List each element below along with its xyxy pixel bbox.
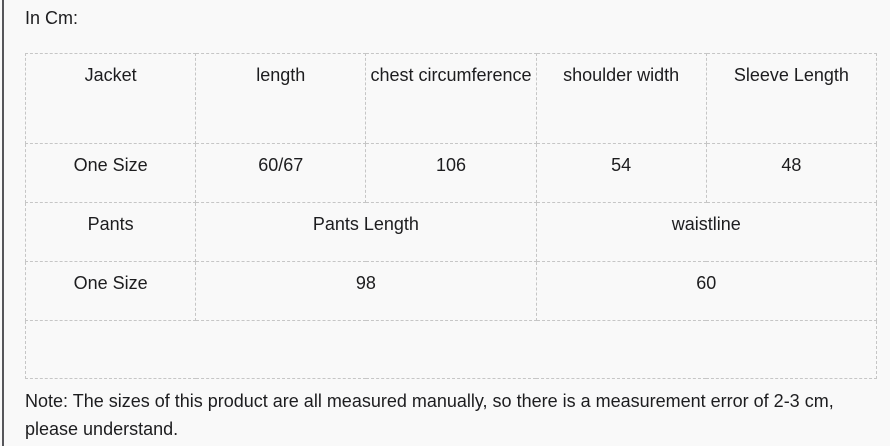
pants-header-cell: Pants [24,202,197,262]
pants-length-header-cell: Pants Length [195,202,537,262]
empty-row [25,320,877,379]
jacket-header-row: Jacket length chest circumference should… [24,53,878,144]
length-header-cell: length [195,53,367,144]
pants-length-value: 98 [195,261,537,321]
sleeve-header-cell: Sleeve Length [705,53,878,144]
unit-label: In Cm: [25,8,79,28]
jacket-chest-value: 106 [365,143,537,203]
jacket-shoulder-value: 54 [535,143,707,203]
measurement-note: Note: The sizes of this product are all … [25,391,834,439]
jacket-sleeve-value: 48 [705,143,878,203]
jacket-length-value: 60/67 [195,143,367,203]
chest-header-cell: chest circumference [365,53,537,144]
waistline-value: 60 [535,261,878,321]
jacket-size-row: One Size 60/67 106 54 48 [24,143,878,203]
empty-cell [25,320,877,379]
jacket-size-cell: One Size [24,143,197,203]
size-chart-table: Jacket length chest circumference should… [24,53,878,379]
pants-header-row: Pants Pants Length waistline [24,202,878,262]
pants-size-row: One Size 98 60 [24,261,878,321]
pants-size-cell: One Size [24,261,197,321]
jacket-header-cell: Jacket [24,53,197,144]
panel-left-border [2,0,4,446]
waistline-header-cell: waistline [535,202,878,262]
shoulder-header-cell: shoulder width [535,53,707,144]
size-info-panel: In Cm: Jacket length chest circumference… [24,0,878,443]
